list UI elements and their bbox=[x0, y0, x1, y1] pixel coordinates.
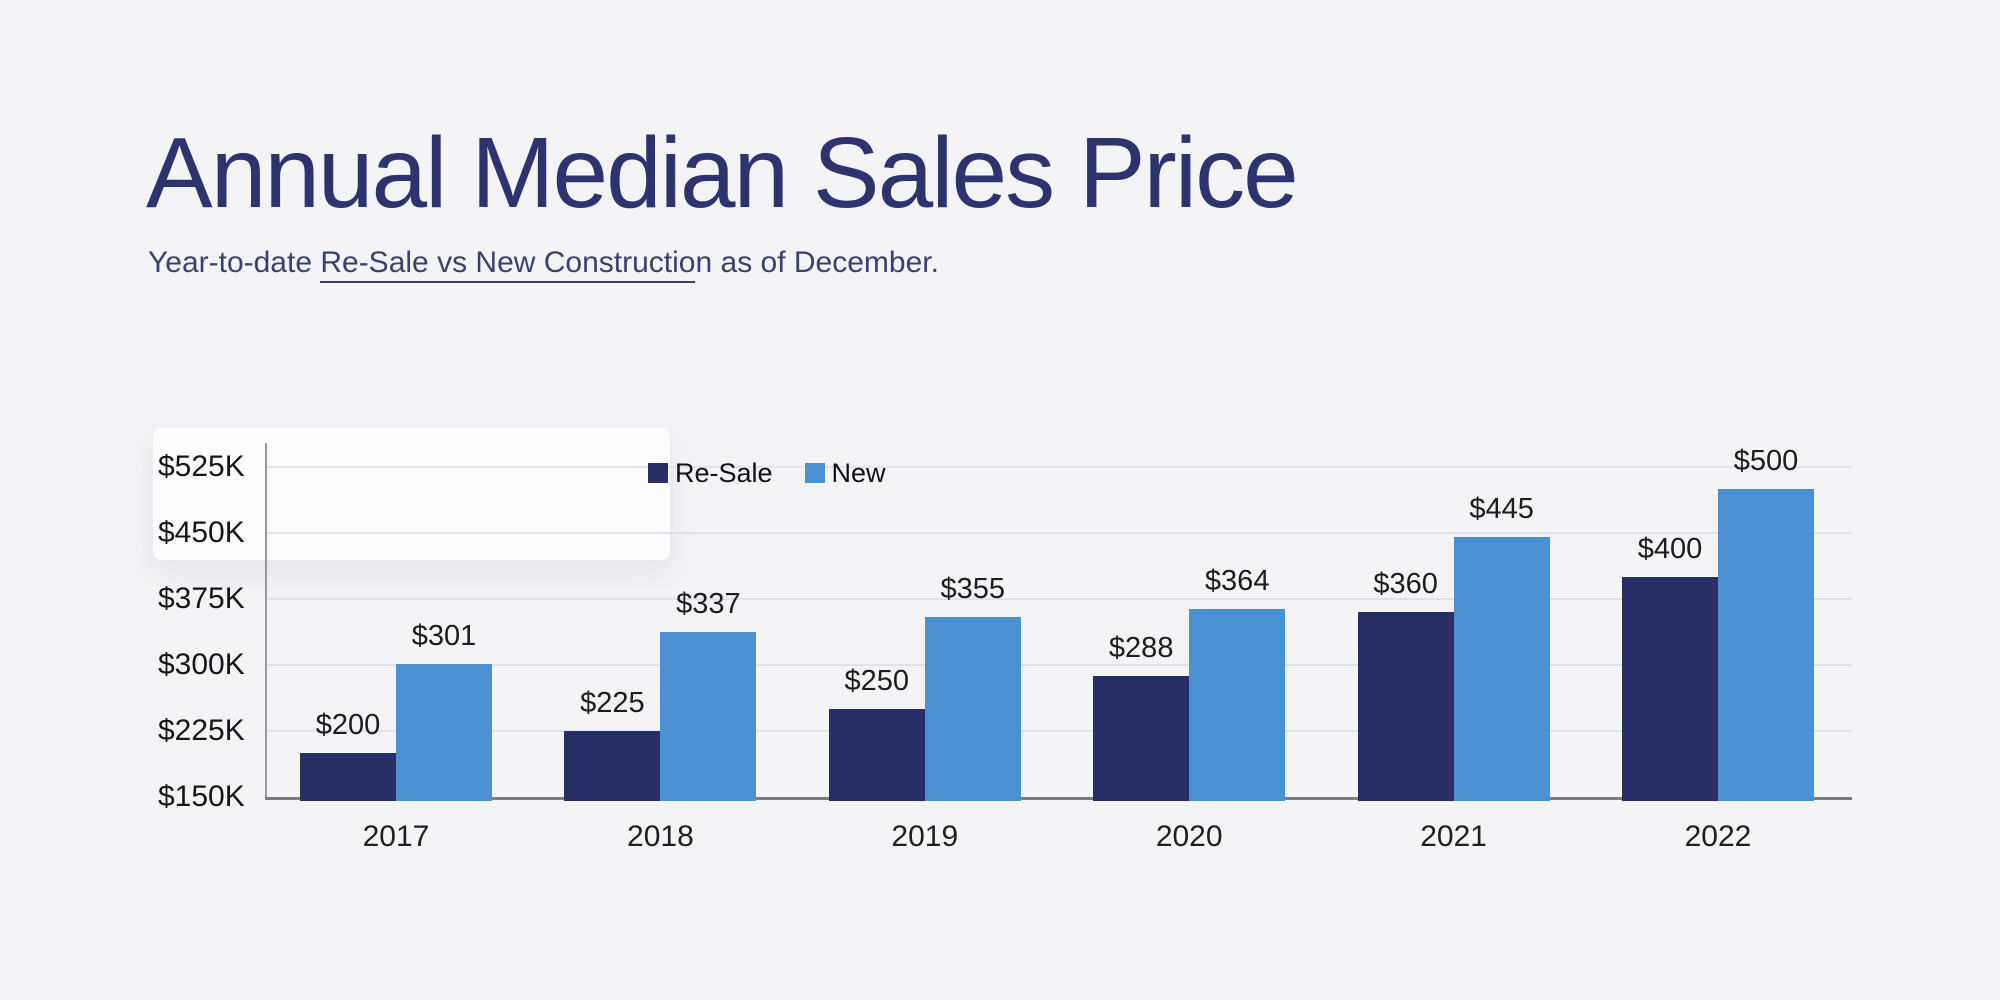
legend-swatch-icon bbox=[648, 463, 668, 483]
y-axis-tick-label: $300K bbox=[158, 648, 245, 681]
bar-value-label: $288 bbox=[1108, 631, 1174, 664]
legend-item-new: New bbox=[804, 458, 886, 488]
bar-new-2022: $500 bbox=[1718, 445, 1814, 801]
legend-label: New bbox=[831, 458, 886, 488]
bar-resale-2019: $250 bbox=[828, 665, 925, 801]
y-axis-tick-label: $525K bbox=[158, 450, 245, 483]
x-axis-label-2018: 2018 bbox=[627, 820, 694, 853]
bar-value-label: $200 bbox=[315, 709, 381, 741]
bar-value-label: $355 bbox=[940, 572, 1006, 605]
y-axis-tick-label: $375K bbox=[158, 582, 245, 615]
y-axis-tick-label: $150K bbox=[158, 780, 245, 813]
y-axis-tick-label: $450K bbox=[158, 516, 245, 549]
gridline bbox=[267, 598, 1852, 600]
legend-label: Re-Sale bbox=[675, 458, 773, 488]
page-title: Annual Median Sales Price bbox=[146, 117, 1299, 229]
y-axis-line bbox=[265, 443, 267, 797]
bar-resale-2022: $400 bbox=[1622, 533, 1718, 801]
x-axis-line bbox=[265, 797, 1852, 800]
bar-value-label: $445 bbox=[1469, 493, 1534, 526]
bar-new-2019: $355 bbox=[924, 573, 1021, 801]
bar-resale-2018: $225 bbox=[564, 687, 661, 801]
bar-new-2017: $301 bbox=[396, 620, 492, 801]
gridline bbox=[267, 466, 1852, 468]
y-axis-tick-label: $225K bbox=[158, 714, 245, 747]
bar-resale-2017: $200 bbox=[300, 709, 396, 801]
bar-value-label: $360 bbox=[1373, 568, 1438, 601]
bar-resale-2021: $360 bbox=[1357, 568, 1454, 801]
bar-value-label: $337 bbox=[676, 588, 741, 621]
bar-new-2018: $337 bbox=[660, 588, 757, 801]
bar-new-2020: $364 bbox=[1189, 565, 1286, 801]
x-axis-label-2019: 2019 bbox=[891, 820, 959, 853]
subtitle-underline: Re-Sale vs New Constructio bbox=[320, 246, 696, 283]
gridline bbox=[267, 730, 1852, 732]
bar-resale-2020: $288 bbox=[1093, 632, 1190, 801]
x-axis-label-2017: 2017 bbox=[362, 820, 430, 853]
x-axis-label-2022: 2022 bbox=[1684, 820, 1752, 853]
subtitle-suffix: n as of December. bbox=[695, 246, 939, 279]
bar-value-label: $225 bbox=[580, 687, 645, 719]
bar-value-label: $400 bbox=[1637, 533, 1703, 565]
bar-value-label: $301 bbox=[411, 620, 477, 653]
subtitle-prefix: Year-to-date bbox=[148, 246, 321, 279]
x-axis-label-2021: 2021 bbox=[1420, 820, 1487, 853]
gridline bbox=[267, 532, 1852, 534]
highlight-card bbox=[153, 428, 670, 560]
legend-item-resale: Re-Sale bbox=[648, 458, 773, 488]
plot-area: $200 $301 $225 $337 $250 $355 $288 $364 $360 $445… bbox=[265, 443, 1852, 801]
x-axis-label-2020: 2020 bbox=[1155, 820, 1223, 853]
gridline bbox=[267, 664, 1852, 666]
legend-swatch-icon bbox=[804, 463, 825, 483]
bar-value-label: $250 bbox=[844, 665, 910, 697]
bar-value-label: $500 bbox=[1733, 445, 1799, 477]
bar-value-label: $364 bbox=[1204, 564, 1270, 597]
bar-new-2021: $445 bbox=[1453, 493, 1550, 801]
page-subtitle: Year-to-date Re-Sale vs New Construction… bbox=[148, 243, 939, 283]
legend: Re-Sale New bbox=[648, 458, 886, 488]
